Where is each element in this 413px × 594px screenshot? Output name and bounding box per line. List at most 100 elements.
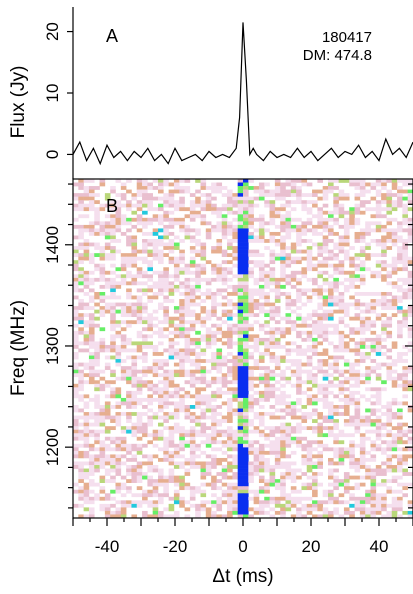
heatmap-cell <box>402 422 408 427</box>
heatmap-cell <box>280 390 286 395</box>
heatmap-cell <box>232 288 238 293</box>
heatmap-cell <box>184 235 191 240</box>
heatmap-cell <box>104 270 111 275</box>
heatmap-cell <box>110 355 116 360</box>
heatmap-cell <box>312 383 318 388</box>
heatmap-cell <box>136 200 143 205</box>
heatmap-cell <box>258 277 265 282</box>
heatmap-cell <box>301 337 308 342</box>
heatmap-cell <box>184 313 191 318</box>
heatmap-cell <box>184 288 191 293</box>
heatmap-cell <box>397 309 403 314</box>
heatmap-cell <box>88 242 95 247</box>
heatmap-cell <box>280 253 286 257</box>
heatmap-cell <box>211 380 217 385</box>
heatmap-cell <box>184 337 191 342</box>
heatmap-cell <box>211 493 217 498</box>
heatmap-cell <box>381 323 387 328</box>
heatmap-cell <box>354 231 361 236</box>
heatmap-cell <box>333 246 339 250</box>
heatmap-cell <box>306 323 313 328</box>
heatmap-cell <box>258 302 265 307</box>
heatmap-cell <box>285 341 292 346</box>
heatmap-cell <box>397 422 403 427</box>
heatmap-cell <box>285 493 292 498</box>
heatmap-cell <box>184 433 191 438</box>
heatmap-cell <box>306 510 313 515</box>
heatmap-cell <box>402 281 408 286</box>
heatmap-cell <box>258 394 265 399</box>
heatmap-cell <box>73 203 79 208</box>
heatmap-cell <box>189 362 196 367</box>
heatmap-cell <box>290 217 297 222</box>
heatmap-cell <box>184 468 191 473</box>
heatmap-cell <box>370 419 377 423</box>
heatmap-cell <box>322 507 329 512</box>
heatmap-cell <box>110 295 116 300</box>
heatmap-cell <box>312 493 318 498</box>
heatmap-cell <box>189 489 196 494</box>
heatmap-cell <box>306 369 313 374</box>
heatmap-cell <box>221 260 228 265</box>
heatmap-cell <box>211 196 217 201</box>
heatmap-cell <box>375 193 382 197</box>
heatmap-cell <box>243 450 249 455</box>
heatmap-cell <box>173 493 180 498</box>
heatmap-cell <box>168 193 175 197</box>
heatmap-cell <box>365 344 371 349</box>
heatmap-cell <box>158 362 164 367</box>
heatmap-cell <box>115 419 122 423</box>
heatmap-cell <box>237 210 244 215</box>
heatmap-cell <box>115 447 122 452</box>
heatmap-cell <box>248 302 254 307</box>
heatmap-cell <box>338 196 345 201</box>
heatmap-cell <box>142 217 148 222</box>
heatmap-cell <box>99 267 106 272</box>
heatmap-cell <box>211 210 217 215</box>
heatmap-cell <box>173 263 180 268</box>
heatmap-cell <box>237 443 244 448</box>
heatmap-cell <box>99 419 106 423</box>
heatmap-cell <box>227 207 233 212</box>
heatmap-cell <box>88 327 95 332</box>
heatmap-cell <box>402 196 408 201</box>
heatmap-cell <box>173 334 180 339</box>
heatmap-cell <box>73 309 79 314</box>
heatmap-cell <box>375 408 382 413</box>
heatmap-cell <box>359 330 366 335</box>
heatmap-cell <box>115 514 122 519</box>
heatmap-cell <box>163 412 169 416</box>
heatmap-cell <box>115 362 122 367</box>
heatmap-cell <box>237 313 244 318</box>
heatmap-cell <box>152 256 159 261</box>
heatmap-cell <box>333 369 339 374</box>
heatmap-cell <box>147 489 153 494</box>
heatmap-cell <box>94 397 100 402</box>
heatmap-cell <box>200 182 207 187</box>
heatmap-cell <box>328 231 334 236</box>
heatmap-cell <box>328 239 334 243</box>
heatmap-cell <box>359 189 366 194</box>
heatmap-cell <box>248 447 254 452</box>
heatmap-cell <box>158 373 164 378</box>
heatmap-cell <box>370 486 377 491</box>
heatmap-cell <box>243 447 249 452</box>
heatmap-cell <box>115 461 122 466</box>
heatmap-cell <box>349 207 355 212</box>
heatmap-cell <box>280 426 286 431</box>
heatmap-cell <box>211 433 217 438</box>
heatmap-cell <box>115 405 122 409</box>
heatmap-cell <box>370 207 377 212</box>
heatmap-cell <box>227 468 233 473</box>
heatmap-cell <box>184 369 191 374</box>
heatmap-cell <box>381 306 387 310</box>
heatmap-cell <box>147 249 153 254</box>
heatmap-cell <box>253 489 260 494</box>
heatmap-cell <box>94 401 100 406</box>
panel-a-label: A <box>106 26 118 46</box>
heatmap-cell <box>386 422 393 427</box>
heatmap-cell <box>306 348 313 353</box>
heatmap-cell <box>179 482 185 487</box>
heatmap-cell <box>354 461 361 466</box>
heatmap-cell <box>375 292 382 296</box>
